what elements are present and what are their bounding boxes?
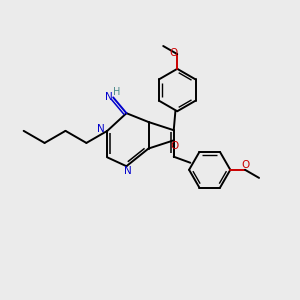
- Text: H: H: [113, 87, 120, 97]
- Text: O: O: [169, 48, 178, 58]
- Text: N: N: [105, 92, 112, 102]
- Text: N: N: [124, 167, 132, 176]
- Text: O: O: [241, 160, 250, 170]
- Text: O: O: [170, 141, 178, 151]
- Text: N: N: [97, 124, 105, 134]
